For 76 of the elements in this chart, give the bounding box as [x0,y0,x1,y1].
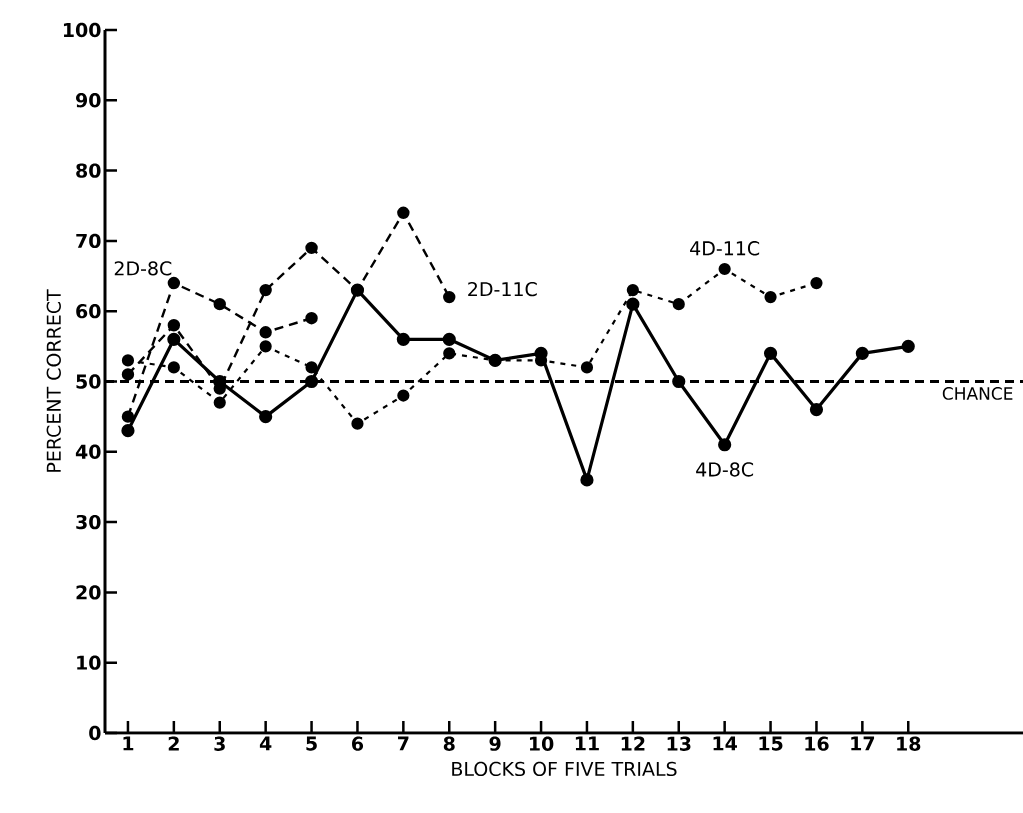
point [763,346,778,360]
point [213,297,226,311]
y-tick-label: 60 [76,304,101,319]
point [259,410,273,424]
x-tick-label: 14 [713,736,737,751]
point [167,319,181,332]
point [351,417,364,430]
x-tick-label: 6 [352,736,364,751]
point [810,276,823,290]
y-tick-label: 0 [89,725,101,741]
point [259,283,272,297]
series-label: 4D-8C [696,462,754,477]
point [213,396,226,409]
point [672,298,685,311]
point [167,332,181,346]
x-tick-label: 15 [759,736,783,751]
x-tick-label: 16 [805,736,829,751]
y-axis-title: PERCENT CORRECT [46,289,61,472]
point [718,262,731,276]
point [121,424,135,438]
y-tick-label: 90 [76,93,101,108]
point [259,326,272,339]
x-tick-label: 18 [897,736,921,751]
series-label: 2D-8C [114,261,172,276]
y-tick-label: 80 [76,163,101,178]
y-tick-label: 100 [63,22,101,38]
x-tick-label: 8 [443,736,455,751]
point [305,361,318,374]
x-tick-label: 9 [489,736,501,751]
y-tick-label: 10 [77,655,101,670]
series-label: 2D-11C [468,281,537,297]
x-tick-label: 13 [667,736,691,751]
x-tick-label: 5 [306,736,317,751]
x-tick-label: 1 [123,736,134,751]
y-tick-label: 50 [76,374,101,389]
point [259,340,272,353]
point [718,438,732,452]
y-tick-label: 70 [76,233,101,249]
x-tick-label: 10 [529,736,554,751]
x-tick-label: 7 [398,736,409,751]
point [855,346,869,360]
point [626,284,639,297]
point [443,290,456,304]
point [397,206,410,219]
y-tick-label: 30 [76,514,101,530]
point [121,410,135,423]
point [121,354,135,367]
point [121,368,135,381]
point [672,374,686,389]
series-label: 4D-11C [690,241,760,256]
x-tick-label: 12 [621,736,645,751]
point [443,347,456,360]
x-tick-label: 4 [259,736,272,751]
x-tick-label: 17 [851,736,875,751]
point [305,312,318,325]
point [580,361,594,374]
point [534,346,548,360]
point [580,473,594,487]
point [397,389,410,402]
point [626,297,640,311]
point [167,361,180,374]
x-tick-label: 11 [575,736,599,751]
point [167,276,181,290]
point [305,241,318,255]
x-tick-label: 2 [168,736,179,751]
point [809,403,824,417]
point [764,291,777,304]
y-tick-label: 40 [75,444,101,459]
point [901,339,915,353]
x-axis-title: BLOCKS OF FIVE TRIALS [452,761,677,777]
point [442,332,456,346]
ref-line-label: CHANCE [942,387,1013,400]
y-tick-label: 20 [76,585,101,600]
x-tick-label: 3 [214,736,225,751]
point [304,374,319,389]
point [396,332,410,346]
